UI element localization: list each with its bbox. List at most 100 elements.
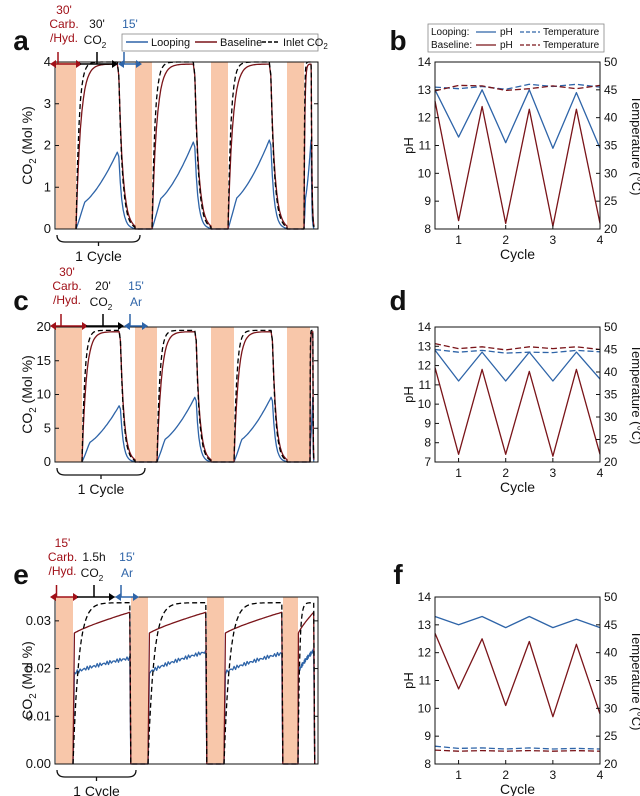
- co2-time-label-a: 30': [89, 17, 105, 31]
- carbonation-band-e-1: [56, 597, 73, 764]
- cycle-bracket-a: [56, 234, 141, 246]
- y-right-tick-label-b: 45: [604, 83, 618, 97]
- y-tick-label-e: 0.03: [26, 613, 51, 628]
- co2-name-label-c: CO2: [90, 295, 113, 312]
- y-right-tick-label-f: 25: [604, 729, 618, 743]
- y-tick-label-d: 13: [418, 339, 432, 353]
- hyd-name-label-a: /Hyd.: [50, 31, 78, 45]
- x-tick-label-b: 1: [455, 233, 462, 247]
- panel-label-e: e: [13, 559, 29, 590]
- x-axis-label-f: Cycle: [500, 781, 535, 796]
- y-right-tick-label-f: 45: [604, 618, 618, 632]
- x-tick-label-f: 4: [597, 768, 604, 782]
- y-axis-label-d: pH: [401, 386, 416, 403]
- y-right-tick-label-b: 25: [604, 194, 618, 208]
- ar-arrow-head-left-c: [124, 322, 130, 330]
- y-right-axis-label-f: Temperature (°C): [629, 631, 640, 731]
- series-line-f-looping-ph: [434, 615, 601, 629]
- y-tick-label-d: 9: [424, 416, 431, 430]
- carbonation-band-c-4: [287, 327, 310, 462]
- y-tick-label-f: 10: [418, 701, 432, 715]
- y-right-tick-label-b: 50: [604, 55, 618, 69]
- carbonation-band-a-2: [135, 62, 152, 229]
- y-tick-label-b: 14: [418, 55, 432, 69]
- y-tick-label-c: 5: [44, 420, 51, 435]
- legend-box-b: [427, 23, 605, 53]
- panel-label-b: b: [389, 25, 406, 56]
- y-tick-label-a: 4: [44, 54, 51, 69]
- y-tick-label-b: 11: [419, 139, 432, 153]
- carb-time-label-a: 30': [56, 3, 72, 17]
- y-right-axis-label-b: Temperature (°C): [629, 96, 640, 196]
- ar-time-label-e: 15': [119, 550, 135, 564]
- series-line-b-looping-temperature: [434, 83, 601, 90]
- x-tick-label-b: 4: [597, 233, 604, 247]
- y-tick-label-d: 12: [418, 359, 432, 373]
- legend-looping-temp-label: Temperature: [543, 27, 600, 38]
- legend-baseline-temp-label: Temperature: [543, 40, 600, 51]
- y-axis-label-b: pH: [401, 137, 416, 154]
- y-tick-label-c: 10: [37, 387, 51, 402]
- y-right-tick-label-f: 20: [604, 757, 618, 771]
- y-tick-label-c: 0: [44, 454, 51, 469]
- y-tick-label-f: 11: [419, 674, 432, 688]
- y-tick-label-e: 0.01: [26, 708, 51, 723]
- series-line-f-baseline-temperature: [434, 749, 601, 752]
- y-tick-label-b: 13: [418, 83, 432, 97]
- y-right-tick-label-b: 40: [604, 111, 618, 125]
- x-tick-label-b: 2: [502, 233, 509, 247]
- carb-arrow-head-left-a: [50, 60, 56, 68]
- carb-arrow-head-left-c: [50, 322, 56, 330]
- y-tick-label-a: 3: [44, 96, 51, 111]
- series-line-f-looping-temperature: [434, 745, 601, 750]
- carb-name-label-a: Carb.: [49, 17, 78, 31]
- y-tick-label-b: 8: [424, 222, 431, 236]
- ar-name-label-e: Ar: [121, 566, 133, 580]
- legend-looping-ph-label: pH: [500, 27, 513, 38]
- carbonation-band-e-4: [283, 597, 298, 764]
- x-tick-label-d: 4: [597, 466, 604, 480]
- y-tick-label-d: 8: [424, 436, 431, 450]
- legend-box-a: [121, 33, 319, 52]
- series-line-f-baseline-ph: [434, 632, 601, 718]
- legend-label-looping: Looping: [151, 37, 190, 49]
- carb-arrow-head-right-c: [82, 322, 88, 330]
- looping-co2-line-e: [72, 648, 316, 765]
- y-tick-label-f: 12: [418, 646, 432, 660]
- ar-arrow-head-left-e: [115, 593, 121, 601]
- y-tick-label-d: 11: [419, 378, 432, 392]
- series-line-d-baseline-ph: [434, 367, 601, 457]
- carbonation-band-a-4: [287, 62, 304, 229]
- y-axis-label-e: CO2 (Mol %): [19, 641, 39, 720]
- y-tick-label-a: 1: [44, 179, 51, 194]
- y-tick-label-a: 2: [44, 138, 51, 153]
- baseline-co2-line-e: [72, 611, 316, 765]
- ar-arrow-head-a: [136, 60, 142, 68]
- co2-time-label-e: 1.5h: [82, 550, 105, 564]
- y-tick-label-b: 9: [424, 194, 431, 208]
- carbonation-band-a-3: [211, 62, 228, 229]
- legend-label-inlet: Inlet CO2: [283, 37, 328, 51]
- carb-arrow-head-right-e: [73, 593, 79, 601]
- x-tick-label-f: 1: [455, 768, 462, 782]
- y-axis-label-c: CO2 (Mol %): [19, 355, 39, 434]
- panel-label-d: d: [389, 285, 406, 316]
- y-right-tick-label-d: 45: [604, 343, 618, 357]
- y-right-tick-label-b: 20: [604, 222, 618, 236]
- y-right-tick-label-b: 35: [604, 139, 618, 153]
- y-right-tick-label-b: 30: [604, 166, 618, 180]
- x-tick-label-d: 1: [455, 466, 462, 480]
- hyd-name-label-c: /Hyd.: [53, 293, 81, 307]
- ar-time-label-c: 15': [128, 279, 144, 293]
- ar-arrow-head-e: [133, 593, 139, 601]
- ar-name-label-c: Ar: [130, 295, 142, 309]
- y-right-tick-label-f: 50: [604, 590, 618, 604]
- co2-name-label-a: CO2: [84, 33, 107, 50]
- y-right-tick-label-f: 40: [604, 646, 618, 660]
- y-tick-label-c: 15: [37, 353, 51, 368]
- carbonation-band-c-2: [135, 327, 157, 462]
- carbonation-band-e-3: [207, 597, 224, 764]
- y-tick-label-d: 14: [418, 320, 432, 334]
- carbonation-band-e-2: [131, 597, 148, 764]
